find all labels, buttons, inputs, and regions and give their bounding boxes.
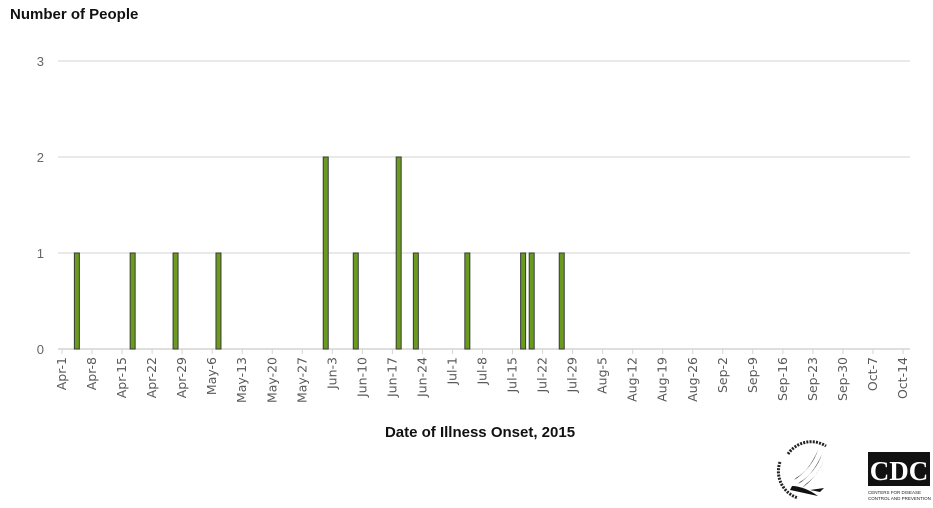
x-tick-label: Sep-30 — [835, 357, 850, 401]
bar-Jun-18 — [395, 156, 402, 350]
x-tick-label: Jun-24 — [414, 357, 429, 398]
x-tick-label: Aug-12 — [625, 357, 640, 402]
bar-Jul-19 — [528, 252, 535, 350]
x-tick-label: Jun-17 — [384, 357, 399, 398]
x-tick-label: Oct-7 — [865, 357, 880, 391]
y-tick-label: 1 — [37, 246, 44, 261]
x-tick-label: Apr-1 — [54, 357, 69, 390]
bar-May-7 — [215, 252, 222, 350]
svg-text:CENTERS FOR DISEASE: CENTERS FOR DISEASE — [868, 490, 921, 495]
x-tick-label: Jun-10 — [354, 357, 369, 398]
bars — [73, 156, 565, 350]
x-tick-label: Jul-29 — [565, 357, 580, 394]
bar-Jun-22 — [412, 252, 419, 350]
x-tick-label: Apr-8 — [84, 357, 99, 390]
bar-Jul-4 — [464, 252, 471, 350]
x-tick-label: Oct-14 — [895, 357, 910, 399]
gridlines — [58, 60, 910, 350]
bar-Jun-1 — [322, 156, 329, 350]
x-tick-label: May-6 — [204, 357, 219, 395]
y-tick-label: 2 — [37, 150, 44, 165]
x-tick-label: Jun-3 — [324, 357, 339, 390]
bar-Jul-26 — [558, 252, 565, 350]
x-tick-label: Apr-22 — [144, 357, 159, 398]
logos: CDC CENTERS FOR DISEASE CONTROL AND PREV… — [774, 436, 931, 502]
x-axis-title: Date of Illness Onset, 2015 — [384, 424, 576, 441]
x-tick-label: Jul-22 — [535, 357, 550, 394]
x-tick-label: Aug-5 — [595, 357, 610, 394]
x-tick-label: Apr-15 — [114, 357, 129, 398]
y-axis-ticks: 0 1 2 3 — [37, 54, 44, 357]
x-tick-label: Jul-15 — [505, 357, 520, 394]
bar-Apr-27 — [172, 252, 179, 350]
x-tick-label: Jul-8 — [475, 357, 490, 386]
cdc-logo: CDC CENTERS FOR DISEASE CONTROL AND PREV… — [868, 452, 931, 501]
x-tick-label: Apr-29 — [174, 357, 189, 398]
bar-Jun-8 — [352, 252, 359, 350]
x-tick-label: Aug-26 — [685, 357, 700, 402]
y-tick-label: 0 — [37, 342, 44, 357]
y-axis-title: Number of People — [10, 6, 139, 23]
bar-chart: 0 1 2 3 Apr-1 Apr-8 Apr-15 Apr-22 Apr-29 May-6 Ma… — [37, 54, 910, 403]
x-axis-ticks: Apr-1 Apr-8 Apr-15 Apr-22 Apr-29 May-6 May-13 M… — [54, 349, 910, 403]
svg-text:CONTROL AND PREVENTION: CONTROL AND PREVENTION — [868, 496, 931, 501]
svg-text:CDC: CDC — [870, 456, 929, 486]
x-tick-label: Sep-2 — [715, 357, 730, 393]
bar-Apr-17 — [129, 252, 136, 350]
hhs-eagle-logo — [774, 436, 840, 502]
bar-Jul-17 — [520, 252, 527, 350]
x-tick-label: Sep-9 — [745, 357, 760, 393]
y-tick-label: 3 — [37, 54, 44, 69]
x-tick-label: Sep-23 — [805, 357, 820, 401]
x-tick-label: Sep-16 — [775, 357, 790, 401]
x-tick-label: Jul-1 — [444, 357, 459, 386]
x-tick-label: Aug-19 — [655, 357, 670, 402]
bar-Apr-4 — [73, 252, 80, 350]
x-tick-label: May-20 — [264, 357, 279, 403]
x-tick-label: May-27 — [294, 357, 309, 403]
x-tick-label: May-13 — [234, 357, 249, 403]
